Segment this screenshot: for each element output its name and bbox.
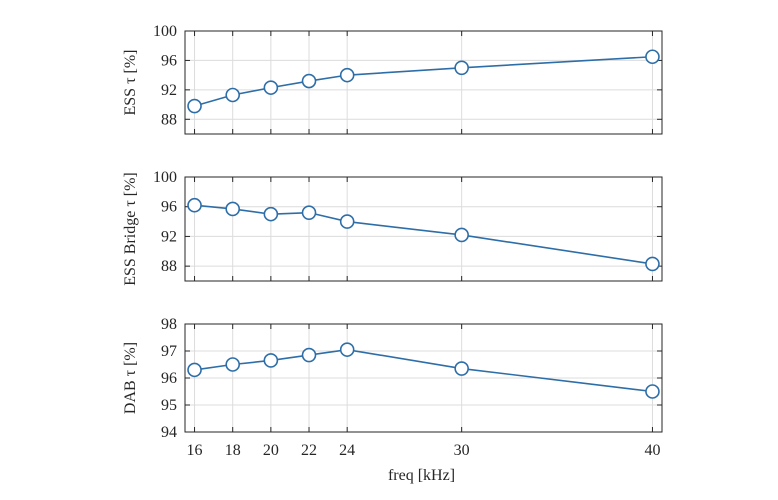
x-tick-label: 40 xyxy=(644,442,660,459)
data-point xyxy=(187,98,202,114)
x-tick-label: 16 xyxy=(187,442,203,459)
y-axis-label: ESS τ [%] xyxy=(122,50,139,116)
x-axis-label: freq [kHz] xyxy=(388,467,455,484)
data-point xyxy=(645,384,660,399)
axes-box xyxy=(184,30,663,135)
data-point xyxy=(645,256,660,272)
x-tick-label: 22 xyxy=(301,442,317,459)
chart-panel-3: 94 95 96 97 98 16 18 20 22 24 30 40 DAB τ [%] freq [k… xyxy=(122,316,663,484)
axes-box xyxy=(184,176,663,282)
chart-panel-2: 88 92 96 100 ESS Bridge τ [%] xyxy=(122,169,663,286)
data-point xyxy=(339,342,355,357)
series-line xyxy=(194,348,653,393)
data-point xyxy=(454,60,469,76)
y-tick-label: 97 xyxy=(161,343,177,360)
x-tick-label: 20 xyxy=(263,442,279,459)
data-point xyxy=(225,87,240,103)
data-point xyxy=(301,347,317,363)
y-tick-label: 92 xyxy=(161,82,177,99)
y-tick-label: 96 xyxy=(161,370,177,387)
data-point xyxy=(187,197,202,213)
data-point xyxy=(454,227,469,243)
y-axis-label: ESS Bridge τ [%] xyxy=(122,172,139,286)
data-point xyxy=(225,357,240,372)
series-line xyxy=(194,55,653,107)
y-tick-label: 100 xyxy=(153,169,177,186)
data-point xyxy=(301,73,317,89)
x-tick-label: 30 xyxy=(454,442,470,459)
y-tick-label: 88 xyxy=(161,111,177,128)
y-tick-label: 95 xyxy=(161,397,177,414)
data-point xyxy=(339,214,355,229)
data-point xyxy=(454,361,469,376)
y-tick-label: 100 xyxy=(153,23,177,40)
data-point xyxy=(225,201,240,217)
y-tick-label: 96 xyxy=(161,52,177,69)
y-tick-label: 88 xyxy=(161,258,177,275)
data-point xyxy=(263,206,279,222)
data-point xyxy=(263,353,279,368)
series-line xyxy=(194,204,653,265)
y-tick-label: 96 xyxy=(161,199,177,216)
data-point xyxy=(339,67,355,83)
x-tick-label: 18 xyxy=(225,442,241,459)
data-point xyxy=(645,49,660,65)
chart-panel-1: 88 92 96 100 ESS τ [%] xyxy=(122,23,663,135)
y-tick-label: 94 xyxy=(161,424,177,441)
y-axis-label: DAB τ [%] xyxy=(122,342,139,414)
data-point xyxy=(263,80,279,95)
data-point xyxy=(301,205,317,220)
data-point xyxy=(187,362,202,378)
y-tick-label: 92 xyxy=(161,228,177,245)
x-tick-label: 24 xyxy=(339,442,355,459)
y-tick-label: 98 xyxy=(161,316,177,333)
